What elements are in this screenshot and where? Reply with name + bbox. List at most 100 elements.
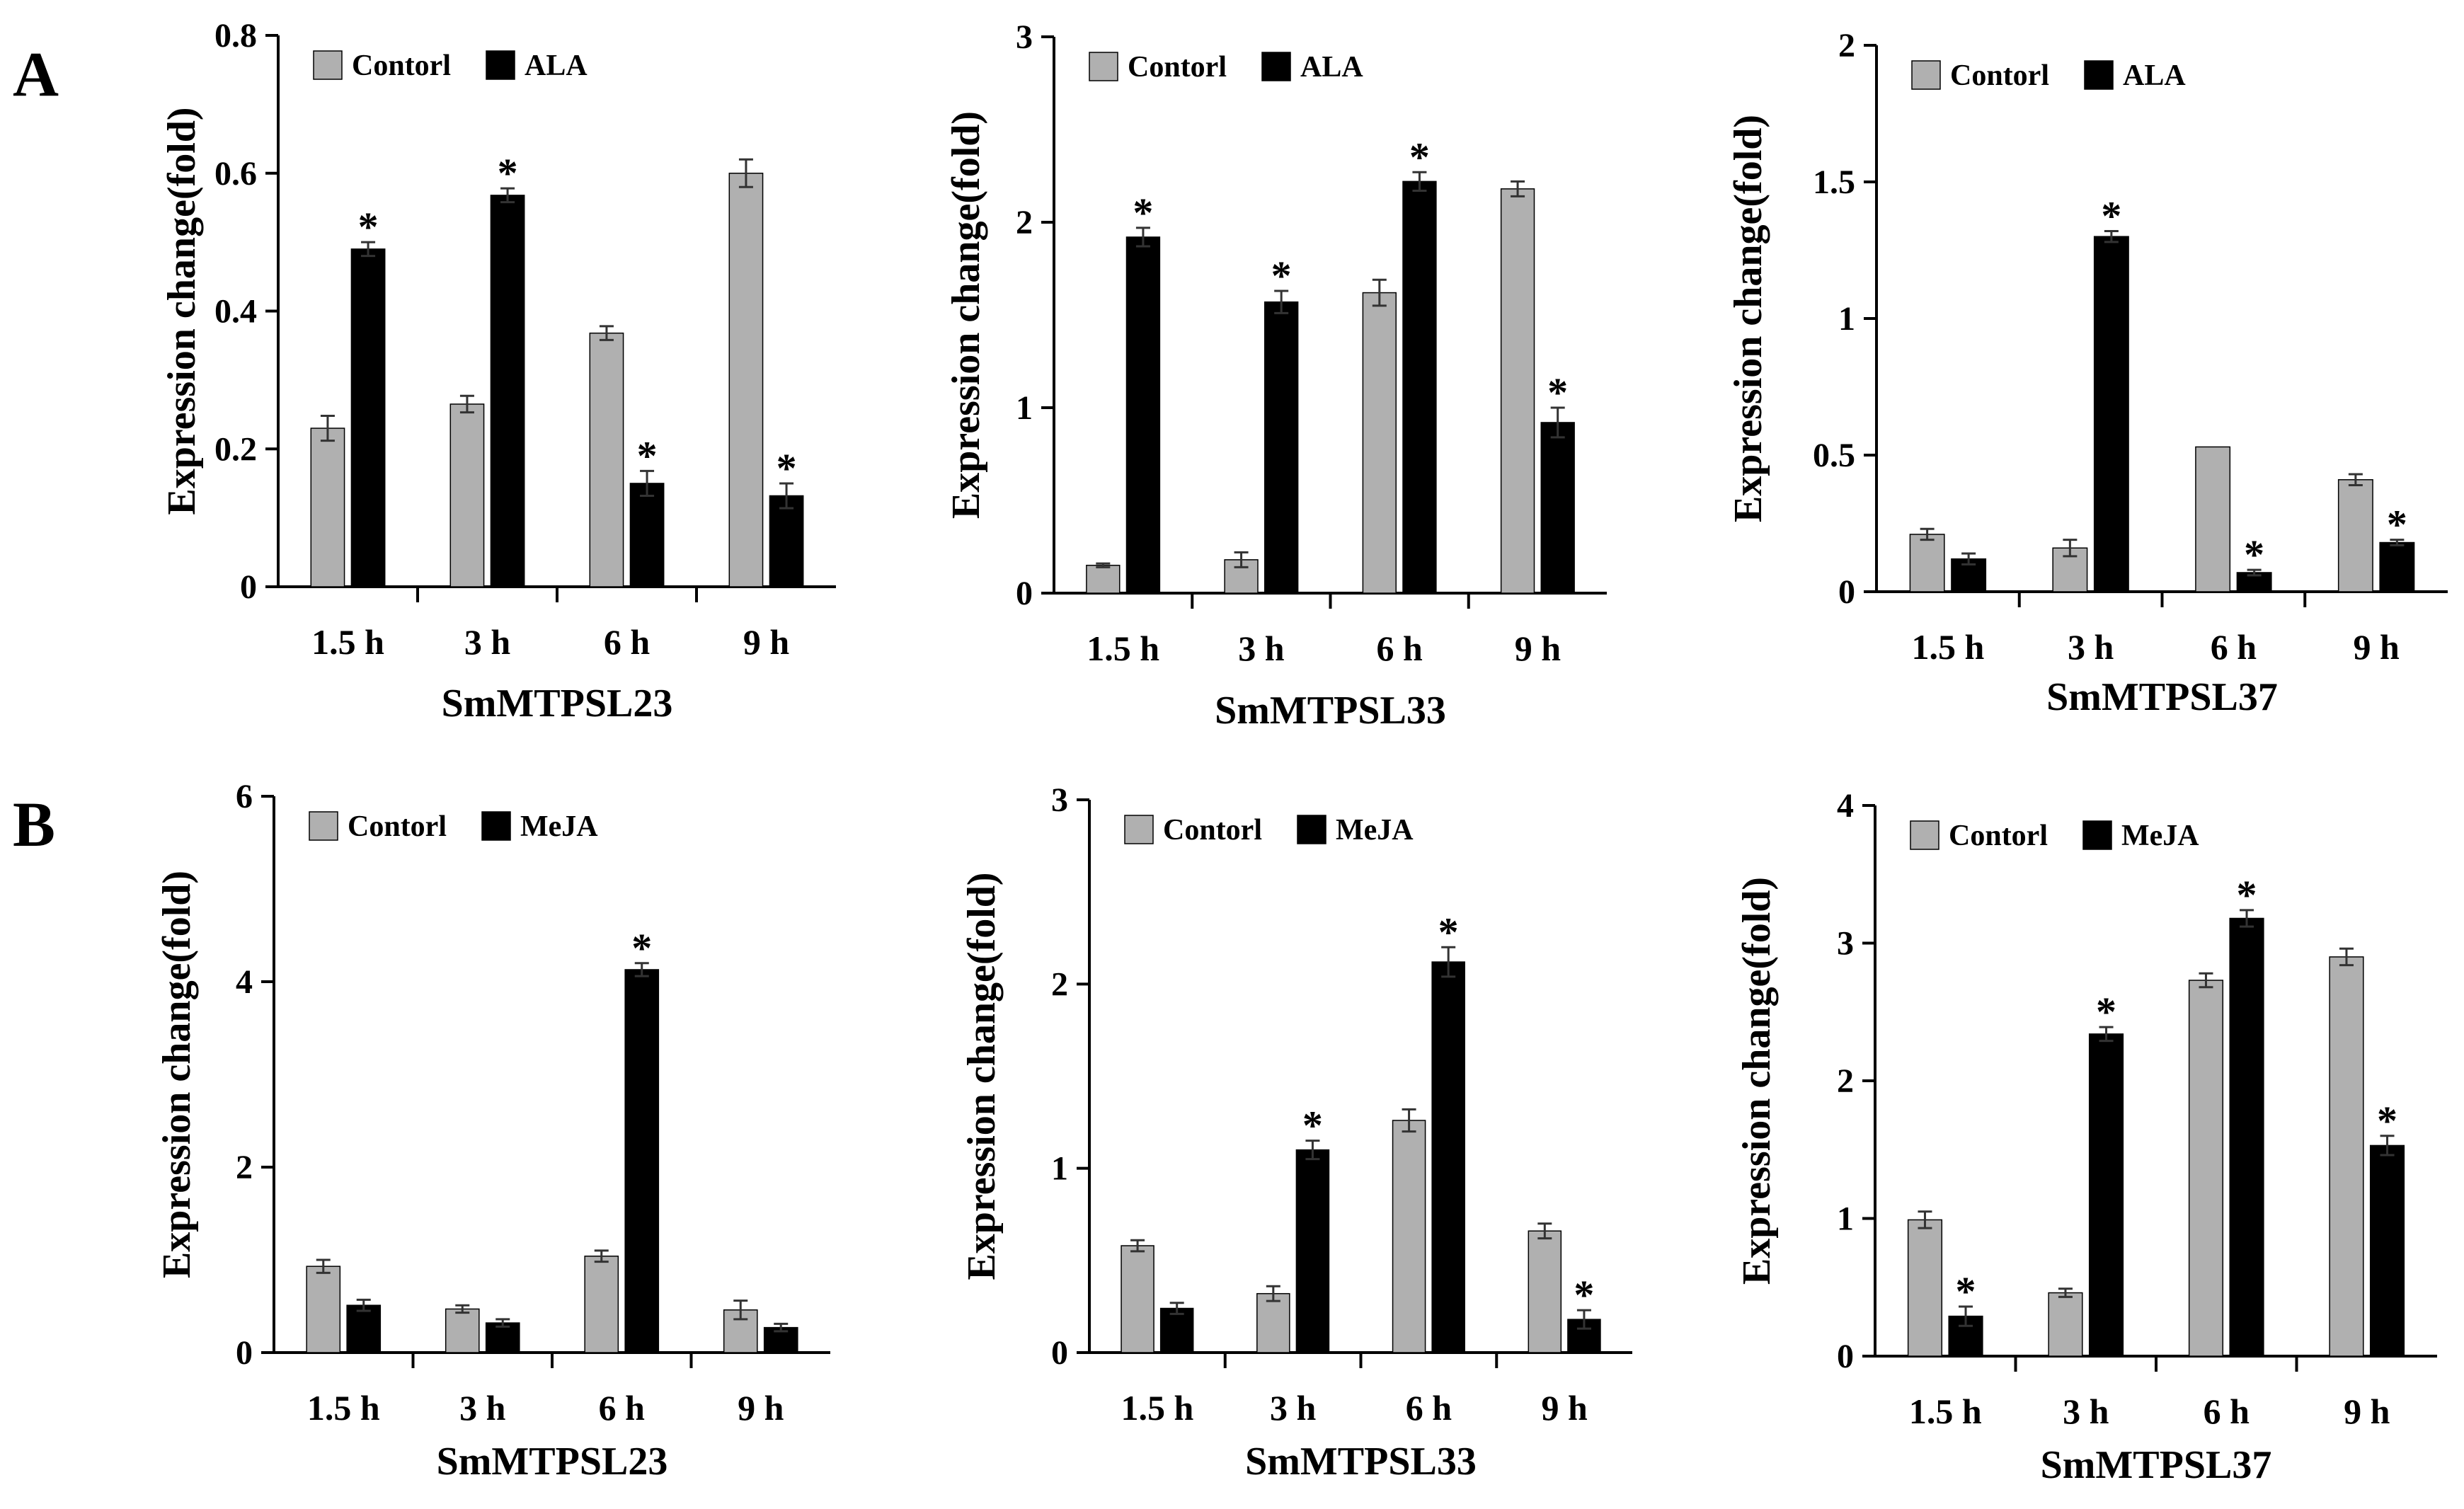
chart-3: 0 0.5 1 1.5 2 Expression change(fold) 1.5 h 3 h… — [1726, 27, 2448, 719]
significance-star: * — [2096, 989, 2116, 1035]
x-tick-label: 9 h — [2353, 627, 2400, 667]
y-tick-label: 0 — [1838, 573, 1855, 611]
legend-swatch-treatment — [2084, 60, 2114, 90]
bar-control — [1528, 1230, 1562, 1353]
y-tick-label: 3 — [1837, 925, 1854, 963]
legend-swatch-control — [1089, 52, 1118, 81]
bar-treatment — [1295, 1149, 1330, 1353]
y-tick-label: 2 — [1016, 204, 1033, 241]
bar-control — [2195, 446, 2231, 592]
bar-treatment — [490, 195, 525, 587]
y-tick-label: 1 — [1051, 1150, 1068, 1188]
bar-control — [1392, 1120, 1426, 1353]
bar-control — [1500, 188, 1535, 594]
bar-control — [1362, 292, 1397, 594]
x-tick-label: 6 h — [2204, 1392, 2250, 1431]
significance-star: * — [1133, 190, 1153, 236]
y-tick-label: 2 — [1051, 965, 1068, 1003]
y-tick-label: 0.4 — [214, 293, 257, 331]
significance-star: * — [1574, 1272, 1594, 1318]
x-tick-label: 1.5 h — [307, 1388, 380, 1428]
y-tick-label: 0 — [1837, 1338, 1854, 1375]
x-tick-label: 1.5 h — [1911, 627, 1984, 667]
bar-treatment — [769, 495, 804, 587]
chart-4: 0 2 4 6 Expression change(fold) 1.5 h 3 h 6 h * 9… — [155, 778, 830, 1484]
significance-star: * — [2101, 193, 2121, 239]
x-axis-title: SmMTPSL23 — [437, 1440, 668, 1484]
bar-control — [1086, 564, 1121, 594]
bar-control — [1907, 1219, 1943, 1357]
x-tick-label: 1.5 h — [1909, 1392, 1982, 1431]
chart-2: 0 1 2 3 Expression change(fold) 1.5 h * 3 h * 6 h… — [944, 18, 1607, 733]
x-tick-label: 9 h — [743, 622, 790, 662]
bar-control — [728, 173, 764, 587]
legend-label-treatment: ALA — [2123, 59, 2186, 92]
legend-swatch-control — [1911, 60, 1941, 90]
significance-star: * — [637, 432, 658, 478]
y-tick-label: 3 — [1016, 18, 1033, 56]
x-tick-label: 6 h — [604, 622, 651, 662]
y-axis-label: Expression change(fold) — [960, 872, 1004, 1280]
x-tick-label: 3 h — [2068, 627, 2114, 667]
bar-control — [2329, 956, 2364, 1357]
legend-swatch-control — [313, 50, 343, 80]
bar-control — [2188, 980, 2224, 1357]
y-tick-label: 0 — [1051, 1334, 1068, 1372]
x-tick-label: 1.5 h — [311, 622, 384, 662]
bar-treatment — [1431, 961, 1465, 1353]
bar-control — [1909, 534, 1945, 592]
significance-star: * — [358, 204, 379, 250]
x-tick-label: 9 h — [1541, 1388, 1588, 1428]
legend-label-treatment: ALA — [525, 50, 588, 82]
legend-swatch-treatment — [486, 50, 515, 80]
bar-treatment — [485, 1322, 520, 1353]
bar-treatment — [1540, 422, 1575, 594]
legend-label-control: Contorl — [1950, 59, 2049, 92]
y-tick-label: 2 — [236, 1149, 253, 1186]
x-tick-label: 3 h — [1270, 1388, 1317, 1428]
x-tick-label: 9 h — [1515, 629, 1562, 668]
legend-label-treatment: ALA — [1300, 51, 1363, 84]
legend-swatch-control — [309, 811, 338, 841]
legend-label-control: Contorl — [1128, 51, 1227, 84]
significance-star: * — [2244, 532, 2264, 578]
y-tick-label: 1.5 — [1813, 163, 1855, 201]
significance-star: * — [777, 445, 797, 491]
bar-treatment — [1159, 1307, 1194, 1353]
significance-star: * — [1547, 369, 1568, 415]
legend-label-control: Contorl — [352, 50, 451, 82]
bar-treatment — [624, 969, 660, 1353]
bar-treatment — [629, 483, 665, 587]
significance-star: * — [1271, 253, 1292, 299]
legend-swatch-treatment — [1261, 52, 1291, 81]
y-tick-label: 2 — [1838, 27, 1855, 64]
significance-star: * — [2237, 872, 2257, 918]
legend-swatch-control — [1124, 815, 1154, 844]
y-axis-label: Expression change(fold) — [1726, 115, 1770, 522]
bar-treatment — [346, 1304, 382, 1353]
y-tick-label: 0.2 — [214, 430, 257, 468]
y-tick-label: 0.8 — [214, 17, 257, 54]
x-tick-label: 3 h — [459, 1388, 506, 1428]
legend-label-treatment: MeJA — [520, 810, 598, 843]
y-tick-label: 0 — [1016, 575, 1033, 612]
y-tick-label: 0.6 — [214, 155, 257, 193]
legend-label-control: Contorl — [1949, 820, 2048, 852]
legend-label-treatment: MeJA — [1336, 814, 1414, 847]
y-tick-label: 2 — [1837, 1062, 1854, 1100]
y-axis-label: Expression change(fold) — [944, 111, 988, 519]
y-tick-label: 4 — [236, 963, 253, 1001]
x-tick-label: 6 h — [1406, 1388, 1452, 1428]
y-tick-label: 1 — [1837, 1200, 1854, 1238]
x-tick-label: 6 h — [2211, 627, 2257, 667]
x-axis-title: SmMTPSL33 — [1245, 1440, 1477, 1484]
x-axis-title: SmMTPSL33 — [1215, 689, 1446, 733]
chart-1: 0 0.2 0.4 0.6 0.8 Expression change(fold) 1.5 … — [160, 17, 836, 725]
bar-control — [445, 1308, 480, 1353]
bar-control — [310, 428, 345, 587]
bar-treatment — [1402, 180, 1437, 594]
legend-swatch-treatment — [2082, 820, 2112, 850]
y-tick-label: 1 — [1838, 300, 1855, 338]
significance-star: * — [498, 150, 518, 196]
y-tick-label: 0 — [240, 568, 257, 606]
